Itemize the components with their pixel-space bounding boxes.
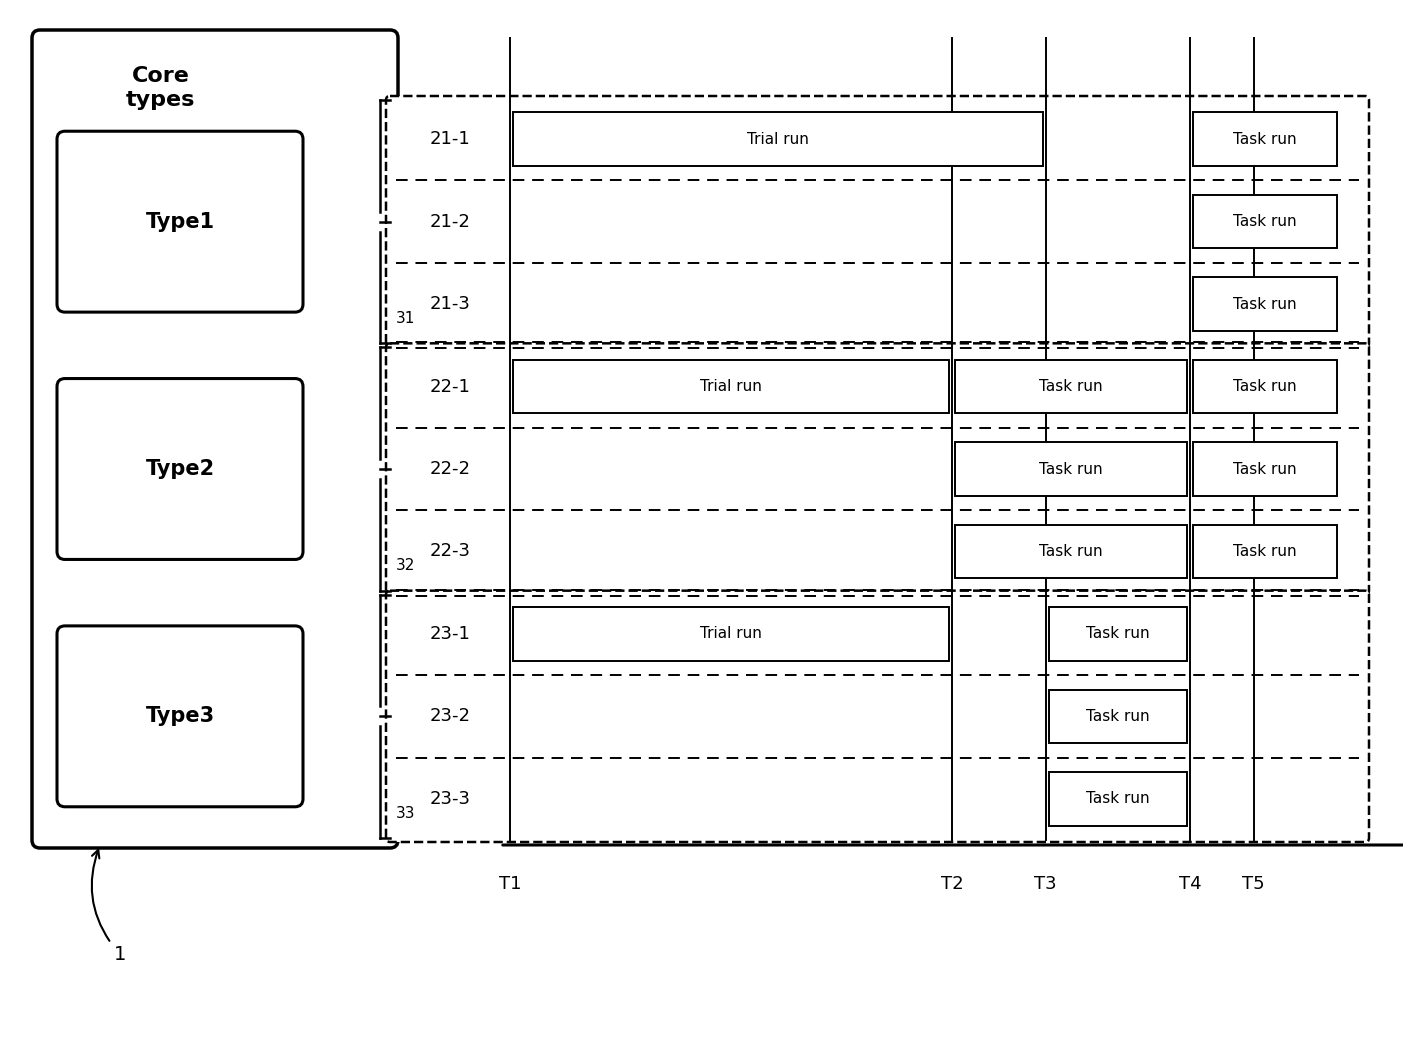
Bar: [1193, 442, 1337, 496]
Text: T3: T3: [1034, 874, 1056, 893]
Text: Task run: Task run: [1233, 297, 1296, 312]
Text: Trial run: Trial run: [700, 626, 762, 641]
FancyBboxPatch shape: [58, 625, 303, 807]
Bar: [955, 442, 1187, 496]
Bar: [1193, 112, 1337, 166]
Text: 33: 33: [396, 806, 415, 820]
Text: Task run: Task run: [1040, 461, 1103, 477]
FancyBboxPatch shape: [58, 131, 303, 312]
Bar: [513, 359, 948, 413]
Text: Type3: Type3: [146, 706, 215, 726]
Text: 23-2: 23-2: [429, 707, 470, 725]
Bar: [1048, 772, 1187, 826]
Bar: [1048, 690, 1187, 743]
Text: Task run: Task run: [1233, 544, 1296, 559]
Bar: [1048, 607, 1187, 660]
Text: 22-3: 22-3: [429, 543, 470, 561]
Text: 23-3: 23-3: [429, 790, 470, 808]
Bar: [1193, 195, 1337, 248]
Text: 21-3: 21-3: [429, 295, 470, 313]
Bar: [955, 525, 1187, 579]
Text: 21-2: 21-2: [429, 213, 470, 231]
Text: 21-1: 21-1: [429, 130, 470, 148]
FancyBboxPatch shape: [386, 590, 1369, 842]
Text: Trial run: Trial run: [746, 131, 808, 146]
Text: 31: 31: [396, 311, 415, 326]
Text: 22-1: 22-1: [429, 377, 470, 395]
Text: Task run: Task run: [1040, 544, 1103, 559]
Bar: [513, 112, 1042, 166]
Text: Task run: Task run: [1086, 626, 1149, 641]
Text: Core
types: Core types: [126, 67, 195, 109]
Bar: [1193, 278, 1337, 331]
Text: Task run: Task run: [1086, 709, 1149, 724]
FancyBboxPatch shape: [58, 378, 303, 560]
Text: Task run: Task run: [1233, 214, 1296, 229]
Text: Task run: Task run: [1233, 131, 1296, 146]
Text: Task run: Task run: [1086, 791, 1149, 807]
Text: Type1: Type1: [146, 212, 215, 232]
Bar: [955, 359, 1187, 413]
FancyBboxPatch shape: [386, 96, 1369, 348]
Text: 22-2: 22-2: [429, 460, 470, 478]
FancyBboxPatch shape: [386, 343, 1369, 595]
Text: Trial run: Trial run: [700, 379, 762, 394]
FancyBboxPatch shape: [32, 30, 398, 848]
Text: Task run: Task run: [1233, 379, 1296, 394]
Text: T5: T5: [1243, 874, 1266, 893]
Text: Task run: Task run: [1233, 461, 1296, 477]
Text: Task run: Task run: [1040, 379, 1103, 394]
Text: Type2: Type2: [146, 459, 215, 479]
Text: T4: T4: [1179, 874, 1201, 893]
Bar: [1193, 525, 1337, 579]
Text: 1: 1: [91, 850, 126, 964]
Text: 23-1: 23-1: [429, 625, 470, 642]
Bar: [513, 607, 948, 660]
Bar: [1193, 359, 1337, 413]
Text: T2: T2: [940, 874, 964, 893]
Text: 32: 32: [396, 559, 415, 573]
Text: T1: T1: [498, 874, 522, 893]
